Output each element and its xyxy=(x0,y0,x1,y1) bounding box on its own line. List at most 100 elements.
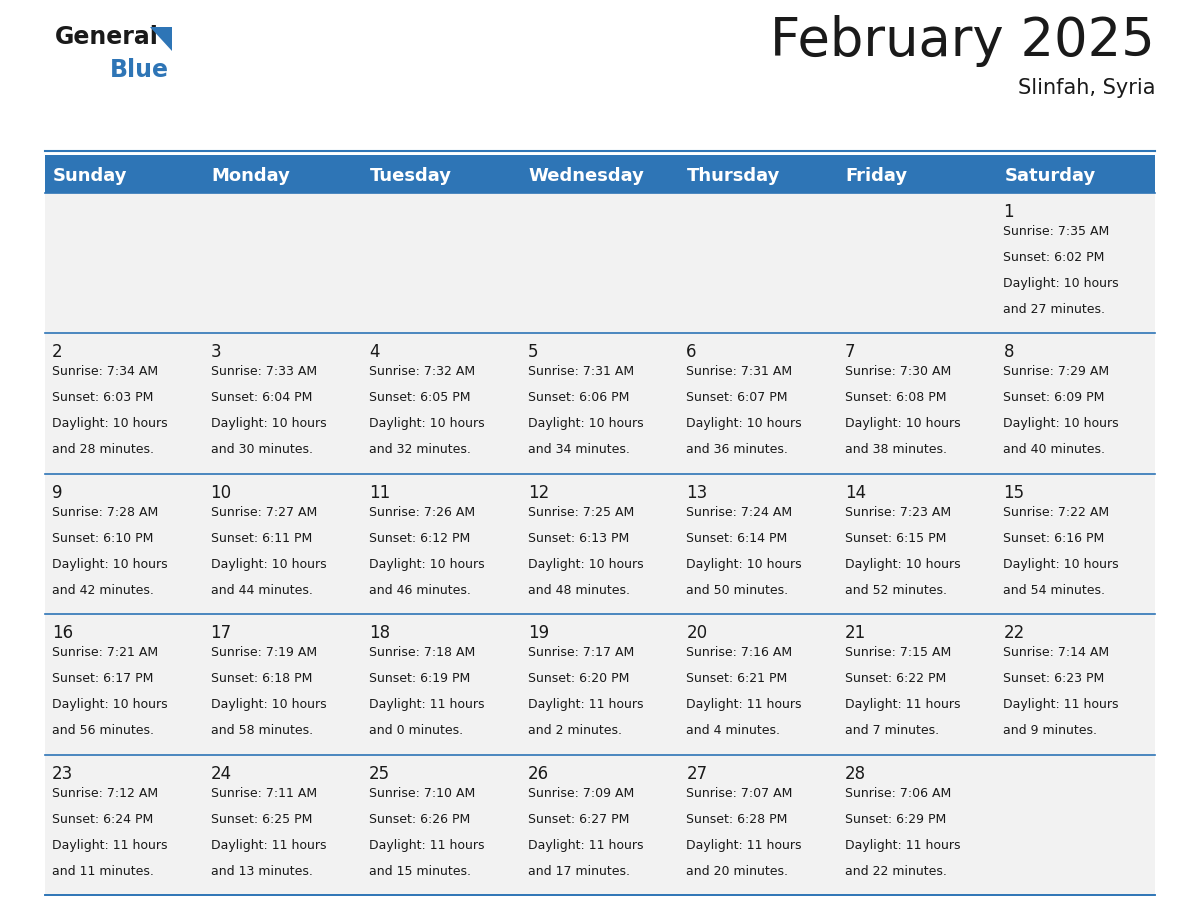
Text: Daylight: 11 hours: Daylight: 11 hours xyxy=(369,699,485,711)
Text: Daylight: 10 hours: Daylight: 10 hours xyxy=(527,558,644,571)
Text: Daylight: 10 hours: Daylight: 10 hours xyxy=(369,418,485,431)
Text: and 30 minutes.: and 30 minutes. xyxy=(210,443,312,456)
Text: Daylight: 10 hours: Daylight: 10 hours xyxy=(845,558,960,571)
Text: Sunrise: 7:29 AM: Sunrise: 7:29 AM xyxy=(1004,365,1110,378)
Text: and 17 minutes.: and 17 minutes. xyxy=(527,865,630,878)
Text: Friday: Friday xyxy=(846,167,908,185)
Text: and 54 minutes.: and 54 minutes. xyxy=(1004,584,1105,597)
Bar xyxy=(362,474,520,614)
Bar xyxy=(520,614,680,755)
Bar xyxy=(203,755,362,895)
Text: February 2025: February 2025 xyxy=(770,15,1155,67)
Bar xyxy=(838,755,997,895)
Text: Daylight: 10 hours: Daylight: 10 hours xyxy=(210,418,327,431)
Bar xyxy=(520,155,680,193)
Text: 24: 24 xyxy=(210,765,232,783)
Text: Daylight: 11 hours: Daylight: 11 hours xyxy=(210,838,326,852)
Text: Sunrise: 7:18 AM: Sunrise: 7:18 AM xyxy=(369,646,475,659)
Text: 1: 1 xyxy=(1004,203,1015,221)
Text: Sunrise: 7:21 AM: Sunrise: 7:21 AM xyxy=(52,646,158,659)
Text: and 0 minutes.: and 0 minutes. xyxy=(369,724,463,737)
Text: and 38 minutes.: and 38 minutes. xyxy=(845,443,947,456)
Bar xyxy=(680,755,838,895)
Text: and 7 minutes.: and 7 minutes. xyxy=(845,724,939,737)
Bar xyxy=(680,333,838,474)
Text: Sunset: 6:18 PM: Sunset: 6:18 PM xyxy=(210,672,312,685)
Text: 7: 7 xyxy=(845,343,855,362)
Text: Sunrise: 7:24 AM: Sunrise: 7:24 AM xyxy=(687,506,792,519)
Text: Sunrise: 7:31 AM: Sunrise: 7:31 AM xyxy=(687,365,792,378)
Text: Slinfah, Syria: Slinfah, Syria xyxy=(1017,78,1155,98)
Text: Sunset: 6:07 PM: Sunset: 6:07 PM xyxy=(687,391,788,404)
Bar xyxy=(520,474,680,614)
Text: Sunset: 6:25 PM: Sunset: 6:25 PM xyxy=(210,812,312,825)
Text: and 36 minutes.: and 36 minutes. xyxy=(687,443,788,456)
Text: Daylight: 10 hours: Daylight: 10 hours xyxy=(687,558,802,571)
Text: Sunset: 6:06 PM: Sunset: 6:06 PM xyxy=(527,391,630,404)
Text: Daylight: 10 hours: Daylight: 10 hours xyxy=(1004,558,1119,571)
Text: and 56 minutes.: and 56 minutes. xyxy=(52,724,154,737)
Bar xyxy=(362,333,520,474)
Text: 2: 2 xyxy=(52,343,63,362)
Bar xyxy=(680,155,838,193)
Text: Sunrise: 7:17 AM: Sunrise: 7:17 AM xyxy=(527,646,634,659)
Bar xyxy=(362,614,520,755)
Text: Sunrise: 7:25 AM: Sunrise: 7:25 AM xyxy=(527,506,634,519)
Bar xyxy=(997,333,1155,474)
Bar xyxy=(203,474,362,614)
Bar xyxy=(838,333,997,474)
Text: Sunrise: 7:34 AM: Sunrise: 7:34 AM xyxy=(52,365,158,378)
Text: and 11 minutes.: and 11 minutes. xyxy=(52,865,154,878)
Text: 23: 23 xyxy=(52,765,74,783)
Text: Daylight: 10 hours: Daylight: 10 hours xyxy=(52,418,168,431)
Text: Blue: Blue xyxy=(110,58,169,82)
Text: Sunset: 6:28 PM: Sunset: 6:28 PM xyxy=(687,812,788,825)
Text: Monday: Monday xyxy=(211,167,290,185)
Text: Daylight: 11 hours: Daylight: 11 hours xyxy=(369,838,485,852)
Text: Daylight: 10 hours: Daylight: 10 hours xyxy=(210,558,327,571)
Text: Thursday: Thursday xyxy=(688,167,781,185)
Text: and 46 minutes.: and 46 minutes. xyxy=(369,584,470,597)
Bar xyxy=(45,333,203,474)
Text: Sunset: 6:05 PM: Sunset: 6:05 PM xyxy=(369,391,470,404)
Text: Daylight: 11 hours: Daylight: 11 hours xyxy=(845,699,960,711)
Bar xyxy=(45,193,203,333)
Text: Daylight: 10 hours: Daylight: 10 hours xyxy=(845,418,960,431)
Bar xyxy=(203,614,362,755)
Text: Sunrise: 7:30 AM: Sunrise: 7:30 AM xyxy=(845,365,952,378)
Text: and 15 minutes.: and 15 minutes. xyxy=(369,865,472,878)
Text: 18: 18 xyxy=(369,624,391,643)
Text: Sunrise: 7:14 AM: Sunrise: 7:14 AM xyxy=(1004,646,1110,659)
Text: Sunset: 6:29 PM: Sunset: 6:29 PM xyxy=(845,812,946,825)
Text: Sunrise: 7:28 AM: Sunrise: 7:28 AM xyxy=(52,506,158,519)
Text: and 48 minutes.: and 48 minutes. xyxy=(527,584,630,597)
Text: and 44 minutes.: and 44 minutes. xyxy=(210,584,312,597)
Text: 9: 9 xyxy=(52,484,63,502)
Text: Sunrise: 7:27 AM: Sunrise: 7:27 AM xyxy=(210,506,317,519)
Text: Wednesday: Wednesday xyxy=(529,167,645,185)
Text: Sunrise: 7:35 AM: Sunrise: 7:35 AM xyxy=(1004,225,1110,238)
Bar xyxy=(45,614,203,755)
Text: and 32 minutes.: and 32 minutes. xyxy=(369,443,470,456)
Text: Sunrise: 7:15 AM: Sunrise: 7:15 AM xyxy=(845,646,952,659)
Text: Sunrise: 7:19 AM: Sunrise: 7:19 AM xyxy=(210,646,317,659)
Text: Sunrise: 7:07 AM: Sunrise: 7:07 AM xyxy=(687,787,792,800)
Text: 5: 5 xyxy=(527,343,538,362)
Text: Sunrise: 7:16 AM: Sunrise: 7:16 AM xyxy=(687,646,792,659)
Bar xyxy=(203,333,362,474)
Polygon shape xyxy=(150,27,172,51)
Bar xyxy=(362,193,520,333)
Text: 21: 21 xyxy=(845,624,866,643)
Text: and 9 minutes.: and 9 minutes. xyxy=(1004,724,1098,737)
Text: Sunset: 6:24 PM: Sunset: 6:24 PM xyxy=(52,812,153,825)
Text: Sunset: 6:14 PM: Sunset: 6:14 PM xyxy=(687,532,788,544)
Text: Sunrise: 7:23 AM: Sunrise: 7:23 AM xyxy=(845,506,950,519)
Text: Sunrise: 7:10 AM: Sunrise: 7:10 AM xyxy=(369,787,475,800)
Text: and 52 minutes.: and 52 minutes. xyxy=(845,584,947,597)
Text: Sunset: 6:13 PM: Sunset: 6:13 PM xyxy=(527,532,628,544)
Bar xyxy=(520,333,680,474)
Text: Daylight: 11 hours: Daylight: 11 hours xyxy=(687,699,802,711)
Text: Sunrise: 7:09 AM: Sunrise: 7:09 AM xyxy=(527,787,634,800)
Text: Daylight: 10 hours: Daylight: 10 hours xyxy=(1004,418,1119,431)
Text: and 27 minutes.: and 27 minutes. xyxy=(1004,303,1105,316)
